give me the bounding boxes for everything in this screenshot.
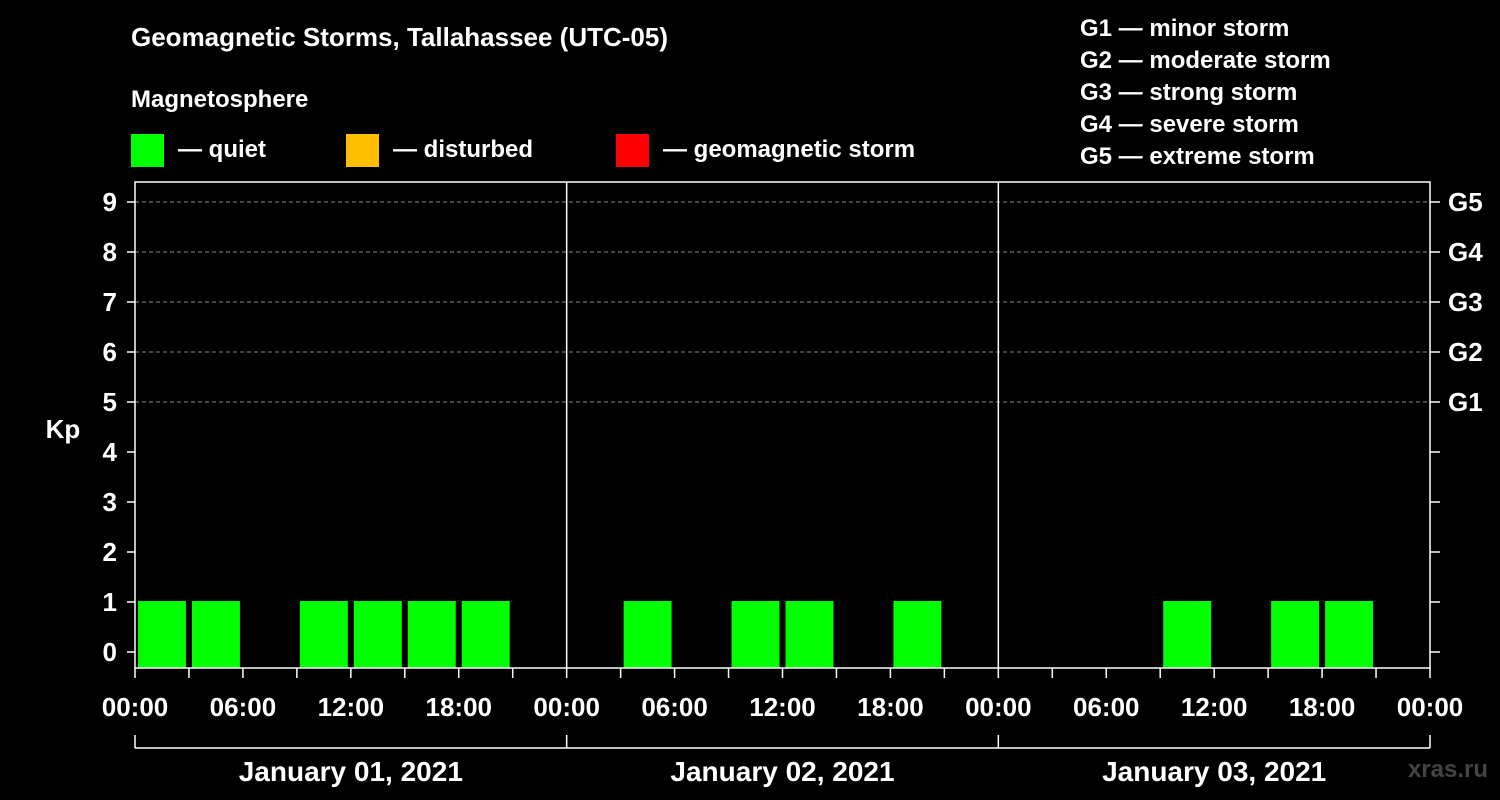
chart-title: Geomagnetic Storms, Tallahassee (UTC-05) (131, 22, 669, 52)
kp-bar (785, 601, 834, 668)
y-tick-label: 1 (103, 587, 117, 617)
axes: 0 1 2 3 4 5 6 7 8 9 G1 G2 G3 G4 G5 00:00 06:00 12:00 18:00… (102, 187, 1483, 787)
legend-label-disturbed: — disturbed (393, 136, 534, 163)
y-tick-label: 8 (103, 237, 117, 267)
x-tick-label: 12:00 (1181, 692, 1248, 722)
x-tick-label: 12:00 (749, 692, 816, 722)
grid-lines (135, 201, 1430, 403)
kp-bar (1271, 601, 1320, 668)
kp-bar (191, 601, 240, 668)
plot-frame (134, 181, 1431, 669)
y-tick-label: 2 (103, 537, 117, 567)
x-tick-label: 00:00 (1397, 692, 1464, 722)
legend-item-storm: — geomagnetic storm (616, 133, 915, 167)
storm-level-g4: G4 — severe storm (1080, 111, 1299, 138)
kp-bar (407, 601, 456, 668)
y-axis-label: Kp (46, 414, 81, 444)
x-tick-label: 06:00 (1073, 692, 1140, 722)
kp-bar (731, 601, 780, 668)
x-tick-label: 00:00 (533, 692, 600, 722)
x-tick-label: 00:00 (102, 692, 169, 722)
watermark: xras.ru (1407, 756, 1488, 783)
kp-bars (138, 601, 1374, 668)
storm-level-tick-label: G2 (1448, 337, 1483, 367)
y-tick-label: 9 (103, 187, 117, 217)
legend-swatch-disturbed (346, 133, 379, 167)
storm-level-tick-label: G5 (1448, 187, 1483, 217)
legend-label-quiet: — quiet (178, 136, 266, 163)
day-dividers (565, 182, 1000, 668)
kp-bar (893, 601, 942, 668)
storm-level-tick-label: G3 (1448, 287, 1483, 317)
legend-label-storm: — geomagnetic storm (663, 136, 916, 163)
storm-level-g3: G3 — strong storm (1080, 79, 1298, 106)
x-tick-label: 06:00 (641, 692, 708, 722)
kp-bar (353, 601, 402, 668)
day-label: January 03, 2021 (1102, 756, 1326, 787)
magnetosphere-title: Magnetosphere (131, 86, 309, 113)
y-tick-label: 7 (103, 287, 117, 317)
x-tick-label: 18:00 (857, 692, 924, 722)
x-tick-label: 12:00 (318, 692, 385, 722)
legend-item-quiet: — quiet (131, 133, 266, 167)
x-tick-label: 18:00 (426, 692, 493, 722)
legend-swatch-storm (616, 133, 649, 167)
kp-bar (299, 601, 348, 668)
y-tick-label: 3 (103, 487, 117, 517)
legend-item-disturbed: — disturbed (346, 133, 533, 167)
y-tick-label: 5 (103, 387, 117, 417)
day-label: January 01, 2021 (239, 756, 463, 787)
storm-level-g5: G5 — extreme storm (1080, 143, 1315, 170)
storm-level-g2: G2 — moderate storm (1080, 47, 1331, 74)
kp-bar (1325, 601, 1374, 668)
x-tick-label: 18:00 (1289, 692, 1356, 722)
kp-bar (461, 601, 510, 668)
y-tick-label: 4 (103, 437, 118, 467)
x-tick-label: 00:00 (965, 692, 1032, 722)
storm-level-g1: G1 — minor storm (1080, 15, 1290, 42)
kp-bar (1163, 601, 1212, 668)
legend-swatch-quiet (131, 133, 164, 167)
storm-level-tick-label: G1 (1448, 387, 1483, 417)
storm-level-tick-label: G4 (1448, 237, 1483, 267)
kp-bar (623, 601, 672, 668)
day-label: January 02, 2021 (670, 756, 894, 787)
y-tick-label: 0 (103, 637, 117, 667)
kp-bar (138, 601, 186, 668)
y-tick-label: 6 (103, 337, 117, 367)
x-tick-label: 06:00 (210, 692, 277, 722)
storm-level-legend: G1 — minor storm G2 — moderate storm G3 … (1080, 13, 1331, 173)
